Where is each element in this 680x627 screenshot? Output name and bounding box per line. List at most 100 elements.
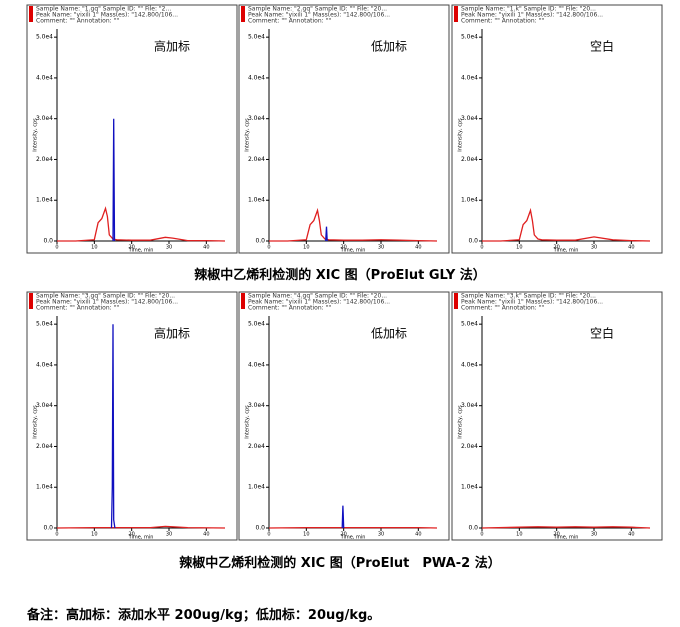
- header-line: Sample Name: "3.gq" Sample ID: "" File: …: [36, 293, 175, 300]
- x-tick-label: 30: [378, 245, 384, 251]
- x-tick-label: 10: [303, 532, 309, 538]
- y-tick-label: 1.0e4: [461, 197, 478, 204]
- header-line: Peak Name: "yixili 1" Mass(es): "142.800…: [248, 12, 390, 19]
- y-tick-label: 0.0: [255, 525, 265, 532]
- x-tick-label: 10: [516, 532, 522, 538]
- panel-label: 低加标: [371, 40, 407, 54]
- x-tick-label: 30: [166, 532, 172, 538]
- trace: [112, 118, 116, 242]
- y-axis-label: Intensity, cps: [33, 118, 39, 152]
- y-tick-label: 5.0e4: [36, 34, 53, 41]
- y-tick-label: 0.0: [468, 525, 478, 532]
- panel-frame: [238, 291, 450, 541]
- y-tick-label: 3.0e4: [461, 115, 478, 122]
- x-axis-label: Time, min: [340, 535, 366, 541]
- y-tick-label: 5.0e4: [248, 321, 265, 328]
- caption: 辣椒中乙烯利检测的 XIC 图（ProElut PWA-2 法）: [179, 556, 501, 571]
- header-marker: [29, 293, 33, 309]
- trace: [57, 206, 226, 242]
- caption: 辣椒中乙烯利检测的 XIC 图（ProElut GLY 法）: [194, 268, 486, 283]
- x-tick-label: 30: [166, 245, 172, 251]
- x-tick-label: 30: [378, 532, 384, 538]
- y-tick-label: 2.0e4: [36, 156, 53, 163]
- header-line: Comment: "" Annotation: "": [461, 18, 544, 25]
- x-tick-label: 40: [203, 532, 209, 538]
- trace: [481, 526, 651, 529]
- x-tick-label: 30: [591, 245, 597, 251]
- y-tick-label: 5.0e4: [461, 34, 478, 41]
- header-marker: [29, 6, 33, 22]
- y-tick-label: 3.0e4: [461, 402, 478, 409]
- header-line: Comment: "" Annotation: "": [36, 305, 119, 312]
- y-tick-label: 0.0: [43, 525, 53, 532]
- y-tick-label: 4.0e4: [461, 361, 478, 368]
- header-line: Sample Name: "2.gq" Sample ID: "" File: …: [248, 6, 387, 13]
- y-tick-label: 1.0e4: [36, 197, 53, 204]
- y-tick-label: 0.0: [255, 238, 265, 245]
- x-tick-label: 10: [516, 245, 522, 251]
- panel-label: 高加标: [154, 326, 190, 341]
- y-tick-label: 0.0: [43, 238, 53, 245]
- header-line: Sample Name: "1.k" Sample ID: "" File: "…: [461, 6, 596, 13]
- y-tick-label: 2.0e4: [36, 443, 53, 450]
- y-tick-label: 1.0e4: [461, 484, 478, 491]
- header-line: Comment: "" Annotation: "": [248, 305, 331, 312]
- y-tick-label: 2.0e4: [461, 156, 478, 163]
- trace: [56, 525, 226, 529]
- y-tick-label: 4.0e4: [248, 361, 265, 368]
- x-axis-label: Time, min: [128, 248, 154, 254]
- header-marker: [454, 293, 458, 309]
- trace: [110, 324, 116, 529]
- y-tick-label: 1.0e4: [248, 484, 265, 491]
- y-tick-label: 4.0e4: [461, 74, 478, 81]
- header-line: Sample Name: "3.k" Sample ID: "" File: "…: [461, 293, 596, 300]
- y-tick-label: 2.0e4: [248, 443, 265, 450]
- y-tick-label: 2.0e4: [248, 156, 265, 163]
- panel-frame: [238, 4, 450, 254]
- panel-frame: [451, 291, 663, 541]
- x-tick-label: 40: [628, 245, 634, 251]
- x-tick-label: 0: [480, 245, 483, 251]
- header-marker: [454, 6, 458, 22]
- y-tick-label: 2.0e4: [461, 443, 478, 450]
- y-axis-label: Intensity, cps: [245, 118, 251, 152]
- header-line: Sample Name: "1.gq" Sample ID: "" File: …: [36, 6, 171, 13]
- x-tick-label: 40: [203, 245, 209, 251]
- y-tick-label: 3.0e4: [248, 115, 265, 122]
- y-tick-label: 5.0e4: [248, 34, 265, 41]
- panel-label: 空白: [590, 39, 614, 54]
- y-axis-label: Intensity, cps: [458, 405, 464, 439]
- panel-label: 空白: [590, 326, 614, 341]
- x-tick-label: 10: [91, 245, 97, 251]
- header-line: Comment: "" Annotation: "": [461, 305, 544, 312]
- y-tick-label: 4.0e4: [248, 74, 265, 81]
- trace: [482, 207, 651, 242]
- x-tick-label: 20: [340, 245, 346, 251]
- x-axis-label: Time, min: [128, 535, 154, 541]
- panel-frame: [26, 291, 238, 541]
- header-line: Peak Name: "yixili 1" Mass(es): "142.800…: [461, 299, 603, 306]
- y-tick-label: 5.0e4: [461, 321, 478, 328]
- panel-label: 高加标: [154, 39, 190, 54]
- panel-label: 低加标: [371, 327, 407, 341]
- y-tick-label: 3.0e4: [36, 115, 53, 122]
- header-line: Peak Name: "yixili 1" Mass(es): "142.800…: [461, 12, 603, 19]
- trace: [269, 207, 438, 242]
- panel-frame: [26, 4, 238, 254]
- y-axis-label: Intensity, cps: [33, 405, 39, 439]
- x-tick-label: 30: [591, 532, 597, 538]
- x-tick-label: 0: [267, 532, 270, 538]
- header-marker: [241, 6, 245, 22]
- x-axis-label: Time, min: [553, 248, 579, 254]
- trace: [325, 226, 328, 242]
- x-axis-label: Time, min: [553, 535, 579, 541]
- header-line: Comment: "" Annotation: "": [248, 18, 331, 25]
- x-tick-label: 10: [303, 245, 309, 251]
- x-tick-label: 20: [553, 532, 559, 538]
- x-tick-label: 20: [553, 245, 559, 251]
- header-line: Peak Name: "yixili 1" Mass(es): "142.800…: [36, 12, 178, 19]
- header-line: Sample Name: "4.gq" Sample ID: "" File: …: [248, 293, 387, 300]
- x-tick-label: 20: [128, 245, 134, 251]
